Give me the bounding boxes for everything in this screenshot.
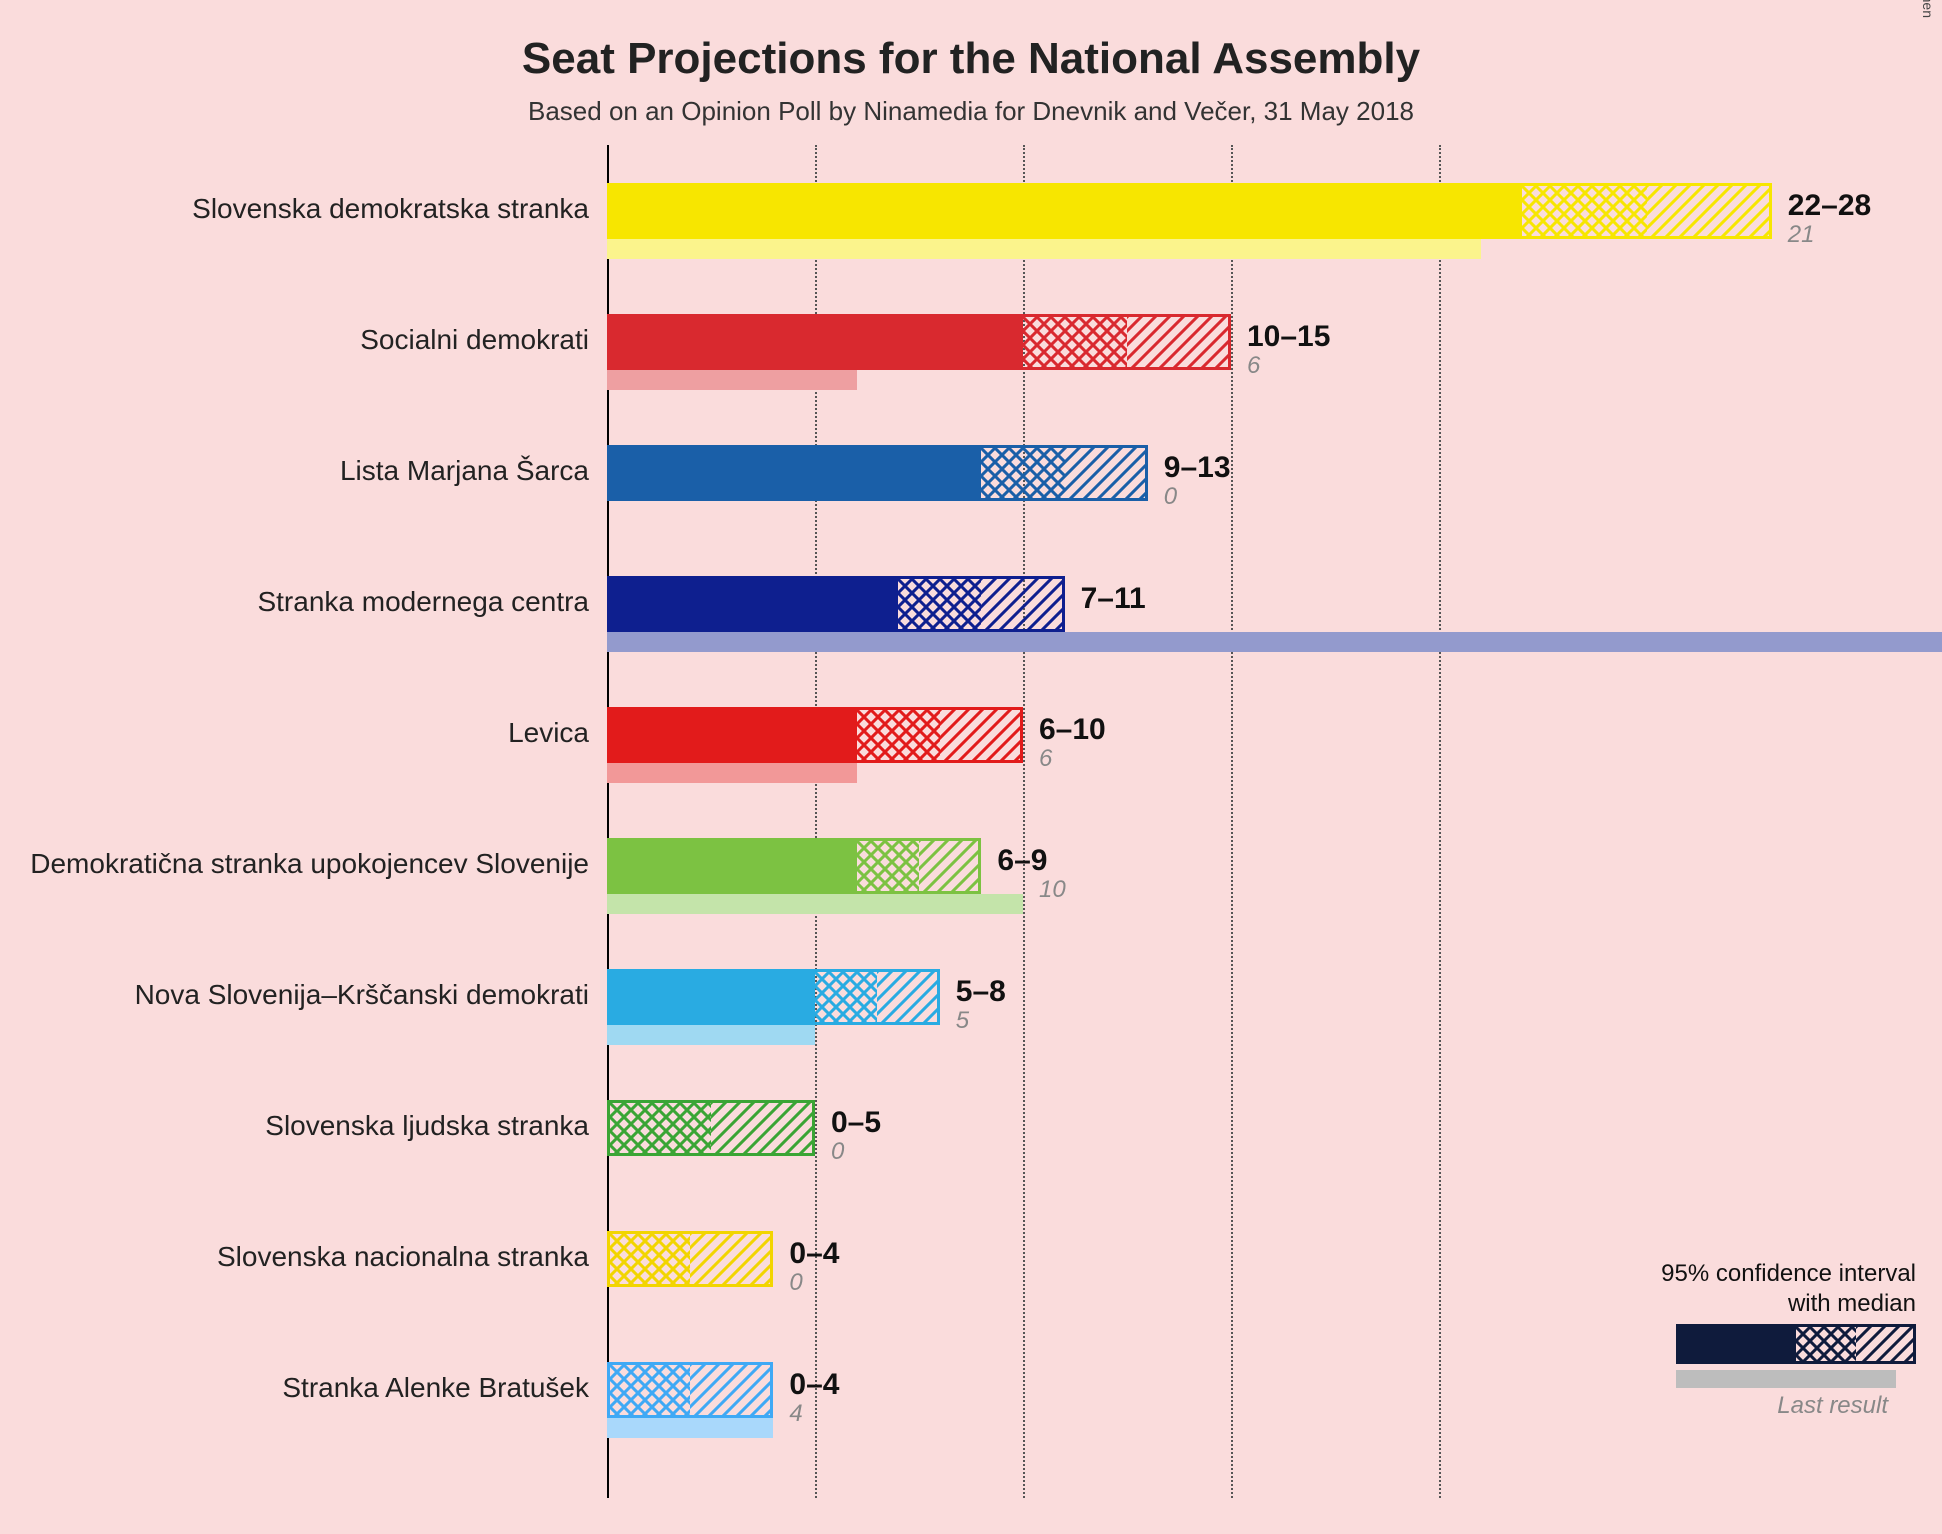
bar-solid <box>607 183 1522 239</box>
value-range: 6–10 <box>1039 713 1106 747</box>
legend-bar-cross <box>1796 1324 1856 1364</box>
value-range: 5–8 <box>956 975 1006 1009</box>
value-last: 10 <box>1039 876 1066 904</box>
bar-ci-outer <box>877 969 939 1025</box>
legend-bar-solid <box>1676 1324 1796 1364</box>
bar-last-result <box>607 894 1023 914</box>
chart-title: Seat Projections for the National Assemb… <box>0 34 1942 84</box>
bar-solid <box>607 445 981 501</box>
value-last: 6 <box>1039 745 1052 773</box>
legend-line1: 95% confidence interval <box>0 1260 1916 1288</box>
chart-subtitle: Based on an Opinion Poll by Ninamedia fo… <box>0 96 1942 127</box>
bar-solid <box>607 969 815 1025</box>
value-range: 0–5 <box>831 1106 881 1140</box>
value-last: 5 <box>956 1007 969 1035</box>
chart-root: Seat Projections for the National Assemb… <box>0 0 1942 1534</box>
bar-ci-inner <box>1522 183 1647 239</box>
bar-ci-inner <box>898 576 981 632</box>
bar-last-result <box>607 632 1942 652</box>
bar-ci-inner <box>981 445 1064 501</box>
party-label: Levica <box>0 717 589 749</box>
bar-solid <box>607 707 857 763</box>
bar-ci-inner <box>607 1100 711 1156</box>
party-label: Stranka modernega centra <box>0 586 589 618</box>
value-last: 21 <box>1788 221 1815 249</box>
legend-bar-last <box>1676 1370 1896 1388</box>
copyright-text: © 2018 Filip van Laenen <box>1920 0 1936 18</box>
bar-solid <box>607 576 898 632</box>
value-last: 0 <box>831 1138 844 1166</box>
bar-solid <box>607 838 857 894</box>
bar-ci-outer <box>1065 445 1148 501</box>
value-last: 0 <box>1164 483 1177 511</box>
party-label: Slovenska demokratska stranka <box>0 193 589 225</box>
bar-ci-inner <box>857 838 919 894</box>
bar-ci-inner <box>857 707 940 763</box>
legend-last-label: Last result <box>0 1392 1888 1420</box>
value-range: 10–15 <box>1247 320 1330 354</box>
bar-ci-inner <box>1023 314 1127 370</box>
legend-bar-diag <box>1856 1324 1916 1364</box>
bar-last-result <box>607 1025 815 1045</box>
bar-last-result <box>607 763 857 783</box>
bar-last-result <box>607 370 857 390</box>
bar-last-result <box>607 239 1481 259</box>
value-range: 7–11 <box>1081 582 1146 616</box>
value-range: 6–9 <box>997 844 1047 878</box>
bar-ci-outer <box>940 707 1023 763</box>
legend-line2: with median <box>0 1290 1916 1318</box>
bar-solid <box>607 314 1023 370</box>
value-last: 6 <box>1247 352 1260 380</box>
bar-ci-outer <box>981 576 1064 632</box>
bar-ci-outer <box>1647 183 1772 239</box>
bar-last-result <box>607 1418 773 1438</box>
bar-ci-inner <box>815 969 877 1025</box>
bar-ci-outer <box>919 838 981 894</box>
party-label: Demokratična stranka upokojencev Sloveni… <box>0 848 589 880</box>
party-label: Slovenska ljudska stranka <box>0 1110 589 1142</box>
value-range: 22–28 <box>1788 189 1871 223</box>
party-label: Lista Marjana Šarca <box>0 455 589 487</box>
party-label: Socialni demokrati <box>0 324 589 356</box>
party-label: Nova Slovenija–Krščanski demokrati <box>0 979 589 1011</box>
bar-ci-outer <box>711 1100 815 1156</box>
value-range: 9–13 <box>1164 451 1231 485</box>
bar-ci-outer <box>1127 314 1231 370</box>
